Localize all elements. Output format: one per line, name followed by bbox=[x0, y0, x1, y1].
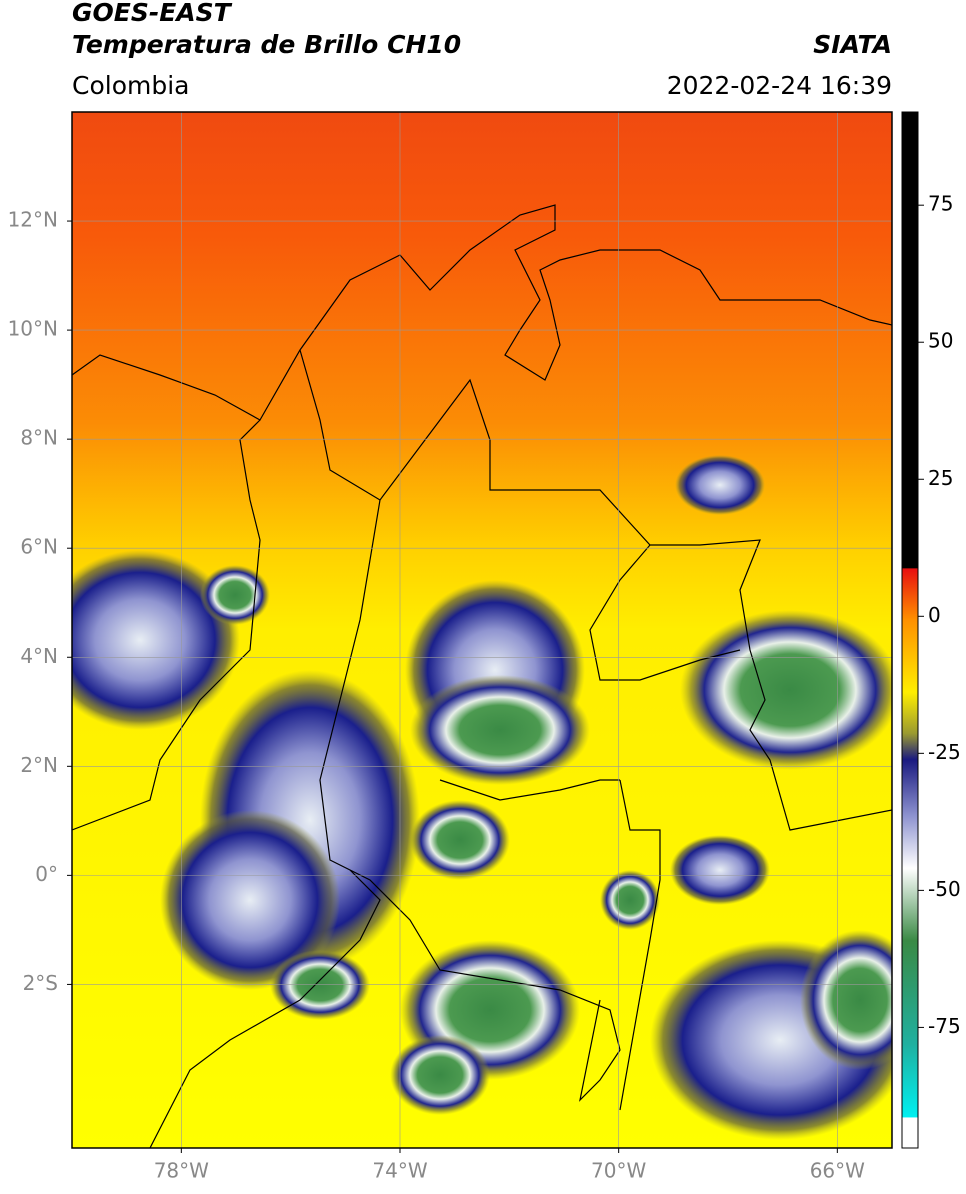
source: SIATA bbox=[813, 30, 892, 59]
lon-tick-label: 78°W bbox=[154, 1159, 209, 1183]
lat-tick-label: 4°N bbox=[20, 644, 58, 668]
region: Colombia bbox=[72, 71, 189, 100]
colorbar-tick-label: -50 bbox=[928, 877, 961, 901]
map-frame bbox=[71, 111, 893, 1149]
lon-tick-label: 66°W bbox=[810, 1159, 865, 1183]
lat-tick-label: 12°N bbox=[8, 208, 58, 232]
colorbar-tick-label: -75 bbox=[928, 1014, 961, 1038]
lat-tick-label: 8°N bbox=[20, 426, 58, 450]
datetime: 2022-02-24 16:39 bbox=[667, 71, 892, 100]
map-image bbox=[72, 112, 892, 1148]
colorbar-tick-label: 0 bbox=[928, 603, 941, 627]
title: GOES-EAST bbox=[72, 0, 233, 27]
lat-tick-label: 0° bbox=[35, 862, 58, 886]
lon-tick-label: 70°W bbox=[591, 1159, 646, 1183]
lon-tick-label: 74°W bbox=[372, 1159, 427, 1183]
colorbar-tick-label: -25 bbox=[928, 740, 961, 764]
lat-tick-label: 2°N bbox=[20, 753, 58, 777]
colorbar-tick-label: 75 bbox=[928, 192, 953, 216]
colorbar-tick-label: 25 bbox=[928, 466, 953, 490]
lat-tick-label: 2°S bbox=[23, 971, 58, 995]
grid bbox=[72, 112, 892, 1148]
colorbar-tick-label: 50 bbox=[928, 329, 953, 353]
lat-tick-label: 6°N bbox=[20, 535, 58, 559]
lat-tick-label: 10°N bbox=[8, 317, 58, 341]
colorbar bbox=[901, 111, 919, 1149]
subtitle: Temperatura de Brillo CH10 bbox=[72, 30, 461, 59]
